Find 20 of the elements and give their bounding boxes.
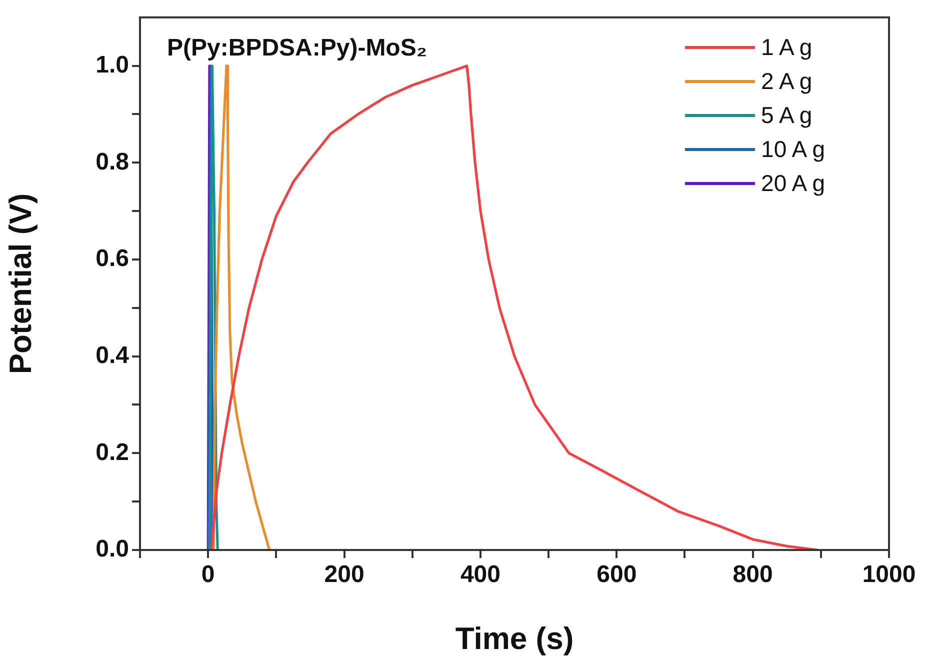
y-tick-label: 0.2 [96,438,129,466]
x-tick-label: 1000 [862,561,916,588]
y-tick-label: 1.0 [96,51,129,78]
x-axis-title: Time (s) [455,620,574,656]
x-tick-label: 800 [732,561,773,588]
legend-label: 5 A g [761,102,812,128]
x-tick-label: 0 [201,561,215,588]
y-tick-label: 0.0 [96,536,129,563]
legend-label: 10 A g [761,136,825,162]
x-tick-label: 400 [460,561,500,588]
y-tick-label: 0.8 [96,148,129,176]
x-tick-label: 200 [324,561,364,588]
legend-label: 1 A g [761,34,812,60]
legend-label: 20 A g [761,170,825,196]
legend-label: 2 A g [761,68,812,94]
y-axis-title: Potential (V) [3,193,38,374]
x-tick-label: 600 [596,561,637,588]
y-tick-label: 0.4 [96,342,130,369]
y-tick-label: 0.6 [96,245,129,272]
text: P(Py:BPDSA:Py)-MoS₂ [167,34,428,62]
